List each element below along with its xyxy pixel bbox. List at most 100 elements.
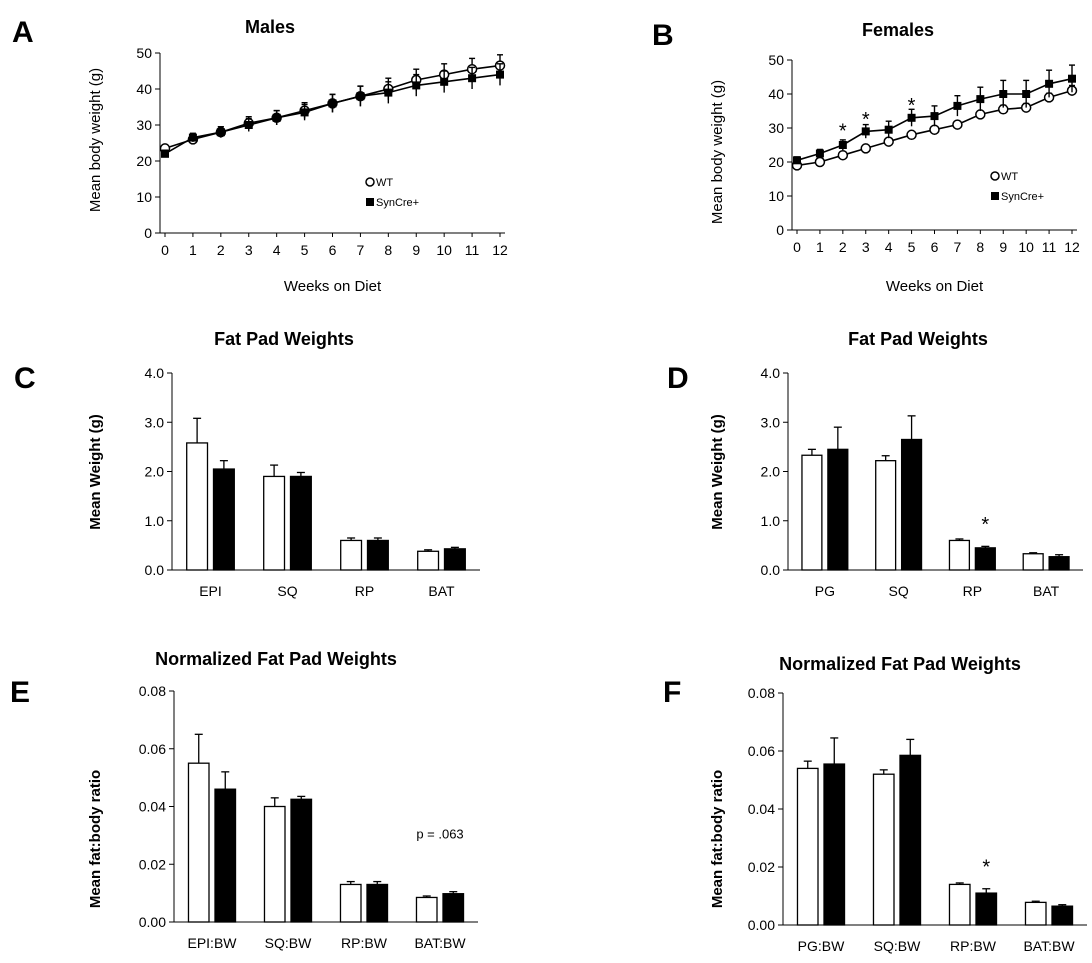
data-point <box>815 149 824 158</box>
bar <box>290 798 313 923</box>
y-tick-label: 40 <box>768 86 784 102</box>
x-tick-label: RP <box>963 583 982 599</box>
bar <box>340 539 363 571</box>
data-point <box>861 127 870 136</box>
panel-letter: B <box>652 19 674 52</box>
data-point <box>440 77 449 86</box>
series-white <box>187 733 438 923</box>
x-tick-label: BAT <box>1033 583 1060 599</box>
y-axis-label: Mean fat:body ratio <box>709 770 726 908</box>
data-point <box>1045 79 1054 88</box>
legend-marker <box>990 171 1000 181</box>
data-point <box>161 149 169 158</box>
data-point <box>496 70 504 79</box>
bar <box>366 883 389 923</box>
data-point <box>356 92 365 101</box>
bar <box>186 442 209 571</box>
y-axis-label: Mean fat:body ratio <box>87 770 104 908</box>
y-tick-label: 10 <box>768 188 784 204</box>
x-tick-label: 7 <box>357 242 365 258</box>
y-axis-label: Mean Weight (g) <box>709 414 726 530</box>
y-tick-label: 0.00 <box>139 914 166 930</box>
bar <box>1048 556 1070 571</box>
data-point <box>952 119 963 130</box>
x-tick-label: 6 <box>329 242 337 258</box>
x-tick-label: BAT:BW <box>1023 938 1075 954</box>
bar <box>1024 901 1047 926</box>
bar <box>289 475 312 571</box>
legend-label: WT <box>376 177 393 189</box>
bar <box>339 883 362 923</box>
x-tick-label: 4 <box>885 239 893 255</box>
data-point <box>837 149 849 161</box>
y-tick-label: 20 <box>136 153 152 169</box>
y-tick-label: 30 <box>136 117 152 133</box>
bar <box>827 448 849 571</box>
data-point <box>300 108 309 117</box>
data-point <box>999 90 1008 98</box>
data-point <box>244 121 253 129</box>
x-tick-label: 12 <box>1064 239 1080 255</box>
x-tick-label: 8 <box>976 239 984 255</box>
data-point <box>468 74 477 83</box>
x-tick-label: 10 <box>436 242 452 258</box>
data-point <box>929 124 940 135</box>
significance-marker: * <box>981 514 989 536</box>
chart-title: Fat Pad Weights <box>214 329 354 349</box>
y-axis-label: Mean body weight (g) <box>87 68 104 212</box>
data-point <box>838 141 847 149</box>
bar <box>187 762 210 923</box>
y-tick-label: 0.0 <box>761 562 781 578</box>
bar <box>801 454 823 571</box>
legend-marker <box>366 198 374 206</box>
bar <box>1051 905 1074 926</box>
bar <box>417 550 440 571</box>
bar <box>900 438 923 571</box>
x-tick-label: 11 <box>465 242 480 258</box>
x-tick-label: 9 <box>999 239 1007 255</box>
panel-letter: C <box>14 362 36 395</box>
panel-c: C Fat Pad Weights Mean Weight (g) 0.0 1.0 2.0… <box>14 329 480 599</box>
y-tick-label: 4.0 <box>761 365 781 381</box>
y-tick-label: 2.0 <box>761 464 781 480</box>
panel-letter: F <box>663 676 681 709</box>
panel-letter: E <box>10 676 30 709</box>
bar <box>443 548 466 571</box>
data-point <box>272 113 281 122</box>
series-wt <box>791 84 1078 171</box>
x-tick-label: RP:BW <box>341 935 388 951</box>
bar <box>1022 553 1044 571</box>
series-black <box>214 771 465 923</box>
x-axis-label: Weeks on Diet <box>886 278 984 295</box>
bar <box>974 547 996 571</box>
x-tick-label: PG <box>815 583 835 599</box>
x-tick-label: PG:BW <box>798 938 845 954</box>
bar <box>442 893 465 923</box>
data-point <box>860 143 871 154</box>
bar <box>899 754 922 926</box>
series-syncre- <box>161 63 504 158</box>
series-syncre- <box>793 64 1076 165</box>
y-tick-label: 10 <box>136 189 152 205</box>
x-tick-label: RP <box>355 583 374 599</box>
y-tick-label: 0.04 <box>748 801 775 817</box>
y-tick-label: 0 <box>144 225 152 241</box>
legend-marker <box>365 177 375 187</box>
y-tick-label: 0.04 <box>139 799 166 815</box>
bar <box>823 763 846 926</box>
bar <box>415 896 438 923</box>
y-tick-label: 1.0 <box>145 513 165 529</box>
x-tick-label: 12 <box>492 242 508 258</box>
y-tick-label: 3.0 <box>761 414 781 430</box>
y-tick-label: 1.0 <box>761 513 781 529</box>
panel-e: E Normalized Fat Pad Weights Mean fat:body… <box>10 649 478 951</box>
x-tick-label: 6 <box>931 239 939 255</box>
data-point <box>328 99 337 108</box>
x-tick-label: 0 <box>161 242 169 258</box>
bar <box>948 539 971 571</box>
legend-label: SynCre+ <box>1001 191 1044 203</box>
chart-title: Normalized Fat Pad Weights <box>779 654 1021 674</box>
y-tick-label: 30 <box>768 120 784 136</box>
data-point <box>793 156 801 165</box>
